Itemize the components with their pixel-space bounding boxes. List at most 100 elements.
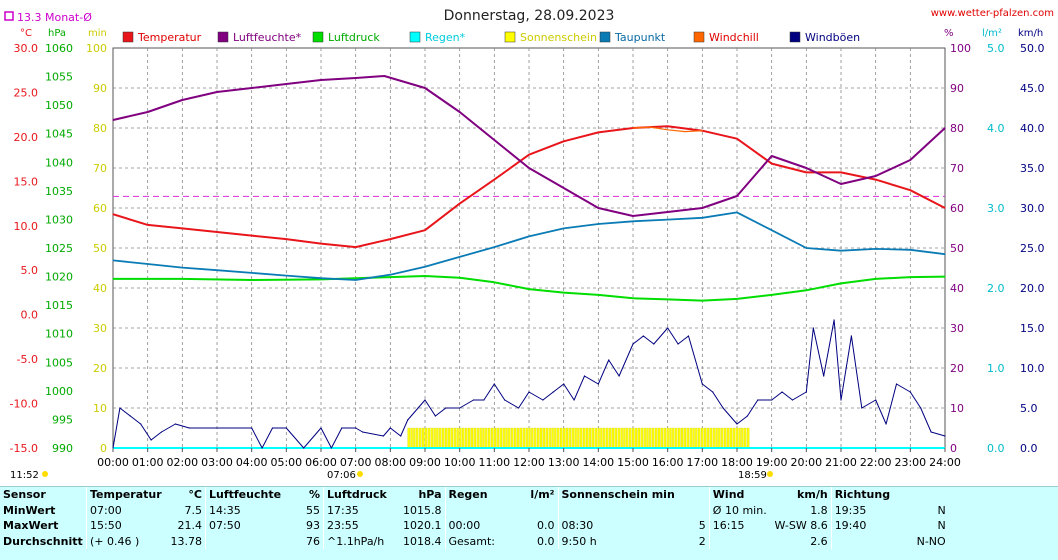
cell: ^1.1hPa/h bbox=[323, 533, 400, 549]
website-label: www.wetter-pfalzen.com bbox=[931, 8, 1054, 19]
data-point bbox=[216, 269, 218, 271]
data-point bbox=[251, 272, 253, 274]
data-point bbox=[389, 276, 391, 278]
stats-header-row: Sensor Temperatur °C Luftfeuchte % Luftd… bbox=[0, 487, 949, 503]
data-point bbox=[573, 399, 575, 401]
sunshine-bar bbox=[427, 427, 430, 449]
minutes-tick-label: 60 bbox=[93, 202, 107, 215]
hdr-sun: Sonnenschein min bbox=[557, 487, 678, 503]
x-tick-label: 11:00 bbox=[478, 456, 510, 469]
data-point bbox=[909, 159, 911, 161]
sunshine-bar bbox=[568, 427, 571, 449]
data-point bbox=[805, 289, 807, 291]
data-point bbox=[944, 435, 946, 437]
data-point bbox=[389, 274, 391, 276]
sunshine-bar bbox=[735, 427, 738, 449]
data-point bbox=[320, 79, 322, 81]
data-point bbox=[417, 407, 419, 409]
data-point bbox=[701, 299, 703, 302]
sunshine-bar bbox=[718, 427, 721, 449]
sunshine-bar bbox=[689, 427, 692, 449]
data-point bbox=[528, 154, 530, 156]
data-point bbox=[518, 407, 520, 409]
legend-label: Luftfeuchte* bbox=[233, 31, 302, 44]
legend-label: Sonnenschein bbox=[520, 31, 597, 44]
sunshine-bar bbox=[680, 427, 684, 449]
data-point bbox=[493, 178, 495, 181]
cell bbox=[708, 533, 770, 549]
pressure-tick-label: 1005 bbox=[45, 356, 73, 369]
sunset-icon bbox=[767, 471, 773, 477]
data-point bbox=[632, 215, 634, 217]
cell: N bbox=[937, 503, 946, 517]
data-point bbox=[493, 281, 495, 283]
sunshine-bar bbox=[574, 427, 577, 449]
data-point bbox=[493, 246, 495, 248]
data-point bbox=[667, 327, 669, 329]
data-point bbox=[563, 383, 565, 385]
data-point bbox=[781, 391, 783, 393]
data-point bbox=[459, 111, 461, 113]
sunshine-bar bbox=[663, 427, 666, 449]
cell: 19:40 bbox=[830, 518, 898, 534]
data-point bbox=[791, 399, 794, 401]
cell: 1015.8 bbox=[403, 503, 442, 517]
data-point bbox=[944, 253, 946, 255]
x-tick-label: 10:00 bbox=[444, 456, 476, 469]
cell bbox=[557, 502, 678, 518]
sunshine-bar bbox=[416, 427, 419, 449]
sunshine-bar bbox=[551, 427, 554, 449]
minutes-tick-label: 0 bbox=[100, 442, 107, 455]
sunshine-bar bbox=[493, 427, 497, 449]
data-point bbox=[608, 359, 610, 361]
sunshine-bar bbox=[585, 427, 589, 449]
cell: 16:15 bbox=[708, 518, 770, 534]
legend-swatch bbox=[217, 31, 229, 43]
humidity-tick-label: 40 bbox=[950, 282, 964, 295]
rain-tick-label: 0.0 bbox=[987, 442, 1005, 455]
cell: 9:50 h bbox=[557, 533, 678, 549]
pressure-unit: hPa bbox=[48, 28, 66, 39]
row-label: MaxWert bbox=[3, 519, 59, 533]
data-point bbox=[216, 427, 218, 429]
data-point bbox=[746, 415, 749, 417]
sunshine-bar bbox=[516, 427, 520, 449]
data-point bbox=[875, 278, 877, 280]
data-point bbox=[459, 256, 461, 258]
pressure-tick-label: 1000 bbox=[45, 385, 73, 398]
data-point bbox=[667, 129, 669, 131]
data-point bbox=[320, 277, 322, 279]
cell: 93 bbox=[306, 519, 320, 533]
data-point bbox=[552, 391, 554, 393]
pressure-tick-label: 1045 bbox=[45, 128, 73, 141]
data-point bbox=[667, 298, 669, 301]
cell: 14:35 bbox=[205, 502, 287, 518]
data-point bbox=[181, 227, 183, 230]
x-tick-label: 01:00 bbox=[132, 456, 164, 469]
hdr-direction-unit bbox=[898, 487, 949, 503]
sunshine-bar bbox=[580, 427, 583, 449]
humidity-tick-label: 70 bbox=[950, 162, 964, 175]
cell: Ø 10 min. bbox=[708, 502, 770, 518]
data-point bbox=[407, 419, 409, 421]
hdr-wind: Wind bbox=[708, 487, 770, 503]
humidity-unit: % bbox=[944, 28, 954, 39]
data-point bbox=[528, 235, 530, 238]
data-point bbox=[632, 220, 634, 222]
data-point bbox=[355, 427, 357, 429]
cell bbox=[678, 503, 710, 519]
cell bbox=[205, 533, 287, 549]
data-point bbox=[112, 278, 114, 280]
sunshine-bar bbox=[588, 427, 592, 449]
wind-tick-label: 35.0 bbox=[1020, 162, 1045, 175]
sunshine-bar bbox=[603, 427, 606, 449]
sunshine-bar bbox=[571, 427, 574, 449]
data-point bbox=[875, 399, 877, 401]
temp-tick-label: 0.0 bbox=[21, 309, 39, 322]
legend-swatch bbox=[409, 31, 421, 43]
data-point bbox=[944, 127, 946, 129]
hdr-humidity: Luftfeuchte bbox=[205, 487, 287, 503]
hdr-temp-unit: °C bbox=[188, 488, 202, 502]
sunshine-bar bbox=[522, 427, 525, 449]
data-point bbox=[261, 447, 263, 449]
